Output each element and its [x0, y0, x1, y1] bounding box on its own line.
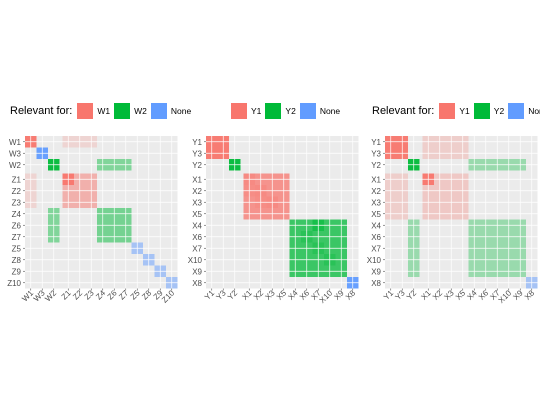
y-tick-label: Z9 [12, 267, 22, 276]
legend-swatch [472, 102, 491, 120]
y-tick-label: Z10 [7, 279, 21, 288]
y-tick-label: Y3 [192, 149, 202, 158]
legend-item: W2 [113, 102, 147, 120]
legend-label: None [170, 106, 192, 116]
heatmap-tile [385, 173, 408, 220]
y-tick-label: Z7 [12, 233, 22, 242]
grid-lines [25, 136, 178, 289]
y-tick-label: X6 [192, 233, 202, 242]
y-tick-label: X5 [192, 210, 202, 219]
x-tick-label: X8 [523, 288, 537, 302]
y-tick-label: X4 [192, 221, 202, 230]
x-tick-label: X10 [318, 288, 335, 305]
y-tick-label: X3 [192, 198, 202, 207]
legend-swatch [264, 102, 283, 120]
heatmap-tile [422, 136, 469, 159]
legend-item: Y1 [438, 102, 470, 120]
y-tick-label: Z5 [12, 244, 22, 253]
heatmap-panel-1: Relevant for: W1 W2 None W1 W1 W3 W3 W2 W2 Z1 Z… [0, 0, 191, 400]
legend-item: Y2 [472, 102, 505, 120]
legend-1: Relevant for: W1 W2 None [10, 101, 194, 121]
x-tick-label: Z10 [160, 288, 177, 305]
legend-label: Y1 [251, 106, 262, 116]
y-tick-label: X9 [371, 267, 381, 276]
legend-swatch [298, 102, 317, 120]
x-tick-label: W2 [43, 288, 58, 303]
y-tick-label: X9 [192, 267, 202, 276]
y-tick-label: X7 [371, 244, 381, 253]
y-tick-label: X10 [367, 256, 382, 265]
y-tick-label: X2 [192, 187, 202, 196]
grid-lines [206, 136, 359, 289]
legend-3: Relevant for: Y1 Y2 None [372, 101, 540, 121]
heatmap-tile [206, 136, 229, 159]
heatmap-tile [243, 173, 290, 220]
y-tick-label: W2 [9, 161, 22, 170]
legend-label: Y2 [493, 106, 505, 116]
y-tick-label: X8 [371, 279, 381, 288]
legend-item: Y2 [264, 102, 296, 120]
x-tick-label: Y2 [226, 288, 240, 302]
y-tick-label: X3 [371, 198, 381, 207]
legend-item: None [149, 102, 192, 120]
heatmap-panel-3: Relevant for: Y1 Y2 None Y1Y1Y3Y3Y2Y2X1X… [360, 0, 540, 400]
y-tick-label: Z4 [12, 210, 22, 219]
legend-swatch [76, 102, 95, 120]
y-tick-label: Z1 [12, 175, 22, 184]
legend-title: Relevant for: [372, 105, 435, 117]
legend-item: W1 [76, 102, 110, 120]
y-tick-label: Y1 [192, 138, 202, 147]
heatmap-panel-2: Y1 Y2 None Y1 Y1 Y3 Y3 Y2 Y2 X1 X1 X2 X2 X3 X3 X5 X5 X… [180, 0, 360, 400]
y-tick-label: Y3 [371, 149, 381, 158]
legend-item: None [298, 102, 341, 120]
y-tick-label: Z3 [12, 198, 22, 207]
legend-label: W1 [97, 106, 111, 116]
legend-label: W2 [134, 106, 147, 116]
x-tick-label: Y2 [405, 288, 419, 302]
y-tick-label: Y2 [371, 161, 381, 170]
legend-swatch [113, 102, 132, 120]
y-tick-label: Y2 [192, 161, 202, 170]
heatmap-3: Y1Y1Y3Y3Y2Y2X1X1X2X2X3X3X5X5X4X4X6X6X7X7… [367, 136, 538, 305]
y-tick-label: X8 [192, 279, 202, 288]
legend-label: None [528, 106, 540, 116]
x-tick-label: X10 [497, 288, 514, 305]
y-tick-label: Z8 [12, 256, 22, 265]
y-tick-label: X1 [192, 175, 202, 184]
legend-swatch [230, 102, 248, 120]
y-tick-label: Z2 [12, 187, 22, 196]
legend-swatch [507, 102, 526, 120]
heatmap-1: W1W1W3W3W2W2Z1Z1Z2Z2Z3Z3Z4Z4Z6Z6Z7Z7Z5Z5… [7, 136, 178, 305]
y-tick-label: X1 [371, 175, 381, 184]
legend-label: Y2 [285, 106, 296, 116]
x-tick-label: X8 [344, 288, 358, 302]
legend-2: Y1 Y2 None [230, 101, 343, 121]
grid-lines [385, 136, 538, 289]
legend-label: Y1 [459, 106, 470, 116]
y-tick-label: X2 [371, 187, 381, 196]
legend-item: Y1 [230, 102, 261, 120]
y-tick-label: Z6 [12, 221, 22, 230]
heatmap-tile [385, 136, 408, 159]
y-tick-label: X4 [371, 221, 381, 230]
y-tick-label: X10 [188, 256, 203, 265]
y-tick-label: X5 [371, 210, 381, 219]
y-tick-label: X6 [371, 233, 381, 242]
y-tick-label: W3 [9, 149, 22, 158]
legend-label: None [319, 106, 341, 116]
y-tick-label: W1 [9, 138, 22, 147]
legend-title: Relevant for: [10, 105, 73, 117]
y-tick-label: Y1 [371, 138, 381, 147]
legend-swatch [438, 102, 457, 120]
y-tick-label: X7 [192, 244, 202, 253]
legend-swatch [149, 102, 168, 120]
legend-item: None [507, 102, 540, 120]
heatmap-2: Y1Y1Y3Y3Y2Y2X1X1X2X2X3X3X5X5X4X4X6X6X7X7… [188, 136, 359, 305]
